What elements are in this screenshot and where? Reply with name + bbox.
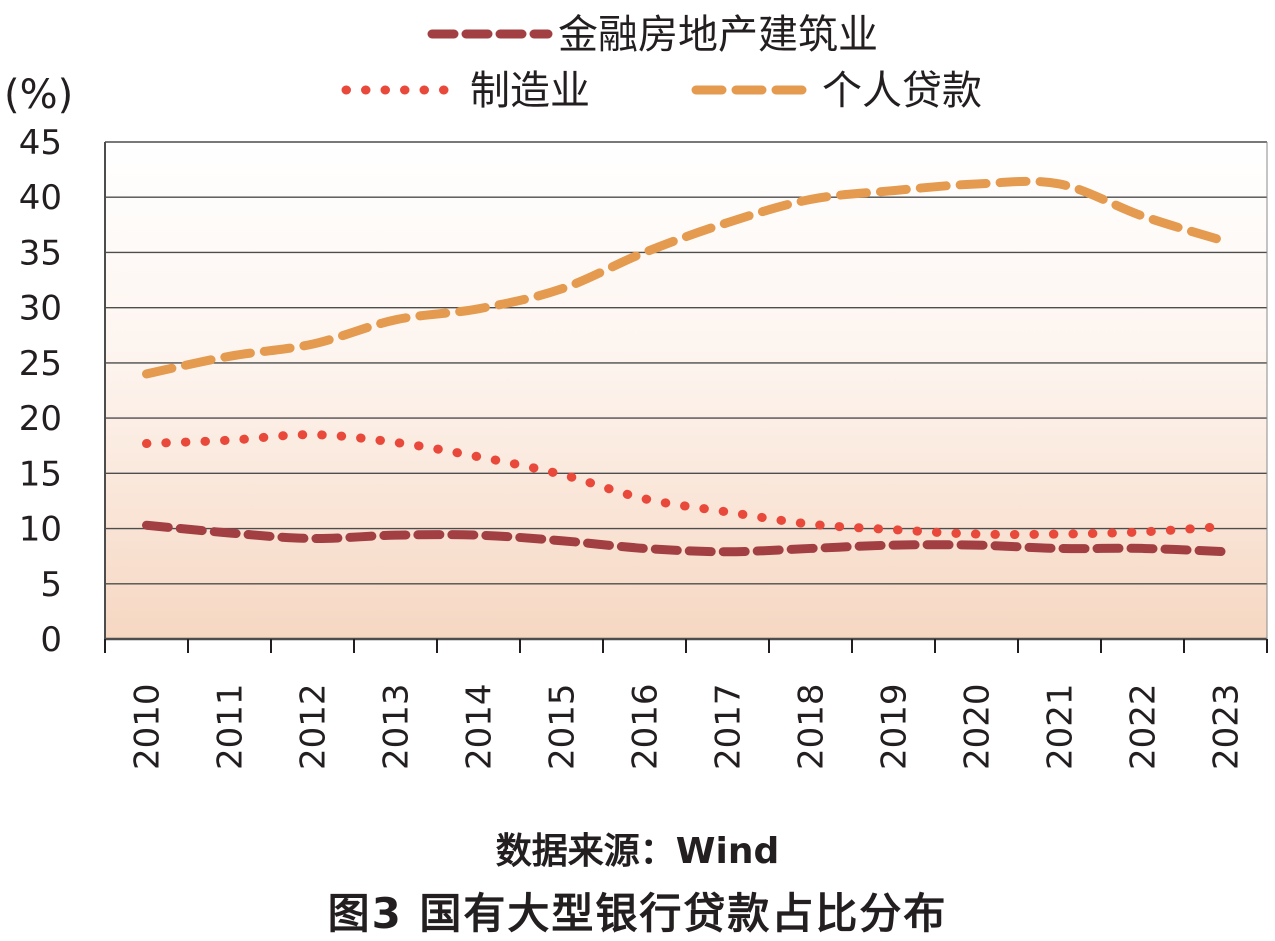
y-tick-label: 20 — [19, 399, 62, 439]
x-tick-label: 2018 — [792, 683, 832, 770]
y-axis-unit: (%) — [4, 72, 73, 118]
x-tick-label: 2017 — [709, 683, 749, 770]
y-tick-label: 10 — [19, 510, 62, 550]
x-tick-label: 2019 — [875, 683, 915, 770]
legend-label: 制造业 — [470, 68, 590, 114]
y-tick-label: 40 — [19, 178, 62, 218]
x-axis: 2010 2011 2012 2013 2014 2015 2016 2017 2018 2019… — [104, 639, 1268, 770]
x-tick-label: 2015 — [543, 683, 583, 770]
series-line — [142, 520, 1230, 557]
legend-label: 金融房地产建筑业 — [558, 12, 878, 58]
y-tick-label: 25 — [19, 344, 62, 384]
x-tick-label: 2010 — [128, 683, 168, 770]
x-tick-label: 2011 — [211, 683, 251, 770]
series-lines — [142, 176, 1230, 557]
x-tick-label: 2022 — [1124, 683, 1164, 770]
series-line — [142, 430, 1230, 540]
series-line — [142, 176, 1230, 379]
figure-number: 图3 — [327, 889, 403, 938]
x-tick-label: 2012 — [294, 683, 334, 770]
x-tick-label: 2013 — [377, 683, 417, 770]
x-tick-label: 2016 — [626, 683, 666, 770]
x-tick-label: 2023 — [1207, 683, 1247, 770]
plot-area — [105, 142, 1267, 639]
y-tick-label: 0 — [40, 620, 62, 660]
y-tick-label: 30 — [19, 289, 62, 329]
y-tick-label: 15 — [19, 454, 62, 494]
source-note: 数据来源：Wind — [495, 831, 780, 872]
x-tick-label: 2020 — [958, 683, 998, 770]
y-tick-label: 35 — [19, 233, 62, 273]
x-tick-label: 2014 — [460, 683, 500, 770]
legend-label: 个人贷款 — [822, 68, 982, 114]
y-tick-label: 5 — [40, 565, 62, 605]
figure-caption: 图3 国有大型银行贷款占比分布 — [0, 880, 1275, 941]
x-tick-label: 2021 — [1041, 683, 1081, 770]
y-tick-label: 45 — [19, 123, 62, 163]
y-axis-ticks: 0 5 10 15 20 25 30 35 40 45 — [19, 123, 62, 660]
chart-title: 国有大型银行贷款占比分布 — [419, 889, 948, 938]
gridlines — [104, 141, 1268, 641]
